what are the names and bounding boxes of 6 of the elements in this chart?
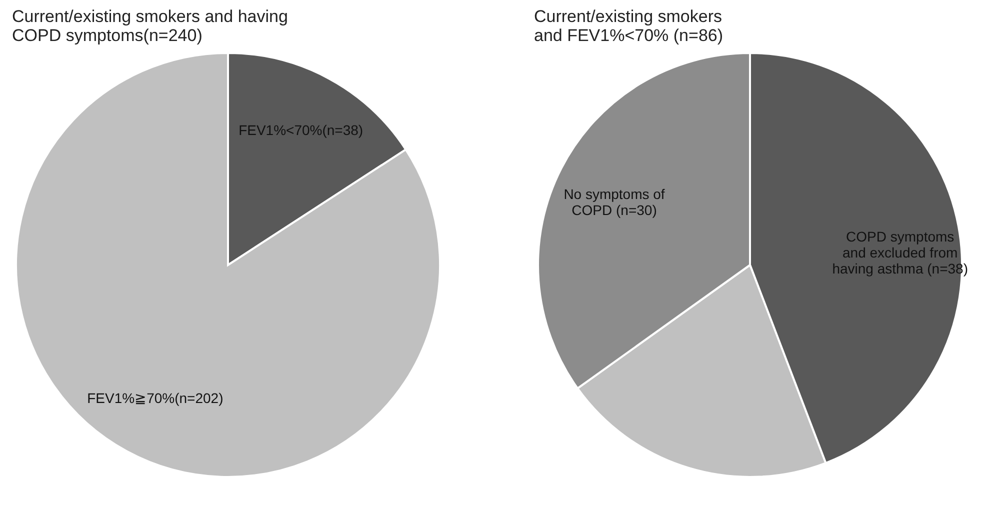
chart-title: Current/existing smokers and having COPD symptoms(n=240) bbox=[12, 7, 288, 45]
slice-label: FEV1%≧70%(n=202) bbox=[87, 390, 224, 406]
slice-label: No symptoms of COPD (n=30) bbox=[564, 186, 665, 218]
chart-title: Current/existing smokers and FEV1%<70% (n=86) bbox=[534, 7, 724, 45]
pie-slice bbox=[15, 52, 441, 478]
slice-label: FEV1%<70%(n=38) bbox=[238, 122, 364, 138]
